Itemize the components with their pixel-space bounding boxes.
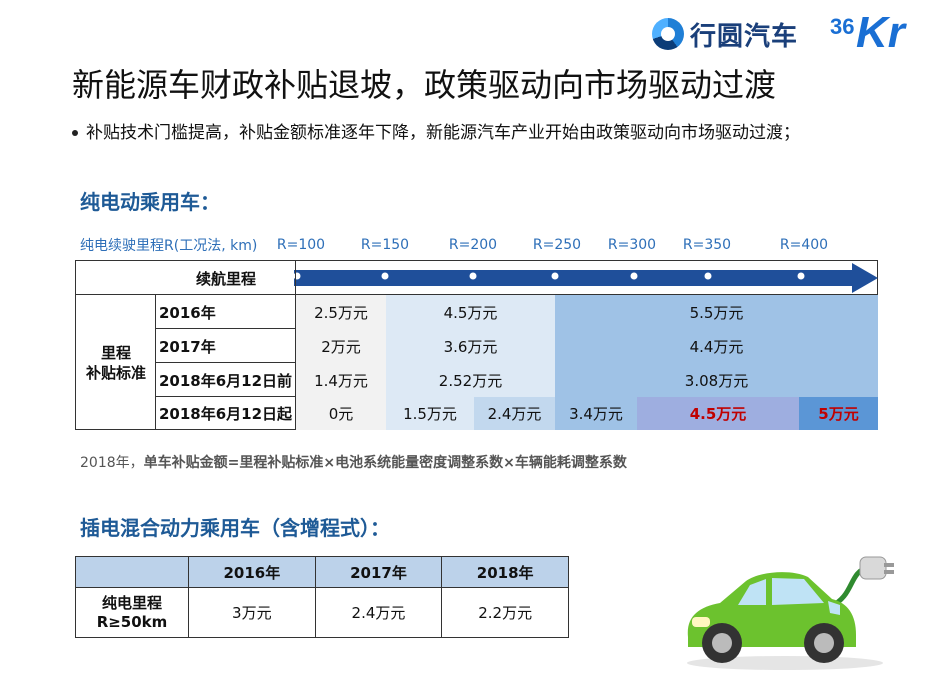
xingyuan-logo-icon	[652, 18, 684, 50]
range-tick-dot	[469, 272, 477, 280]
range-marker: R=200	[448, 237, 498, 253]
column-header: 2016年	[188, 556, 316, 588]
phev-value: 2.2万元	[441, 587, 569, 638]
row-label: 纯电里程 R≥50km	[75, 587, 189, 638]
bullet-point: 补贴技术门槛提高，补贴金额标准逐年下降，新能源汽车产业开始由政策驱动向市场驱动过…	[72, 118, 800, 143]
row-label-line-2: R≥50km	[96, 612, 168, 631]
subsidy-value: 2.4万元	[474, 397, 555, 430]
table-divider	[156, 328, 296, 329]
subsidy-value-highlight: 4.5万元	[637, 397, 799, 430]
36kr-logo: 36 Kr	[826, 8, 916, 58]
range-tick-dot	[630, 272, 638, 280]
subsidy-value: 3.4万元	[555, 397, 637, 430]
range-header-label: 续航里程	[195, 269, 256, 288]
subsidy-value: 2.5万元	[296, 295, 386, 329]
table-divider	[155, 295, 156, 430]
side-label-line-1: 里程	[100, 343, 131, 362]
year-label: 2018年6月12日起	[159, 405, 293, 423]
year-label: 2017年	[159, 337, 216, 356]
phev-value: 3万元	[188, 587, 316, 638]
xingyuan-logo: 行圆汽车	[652, 14, 802, 54]
phev-subsidy-table: 2016年 2017年 2018年 纯电里程 R≥50km 3万元 2.4万元 …	[75, 556, 569, 638]
range-marker: R=300	[607, 237, 657, 253]
36kr-logo-letters: Kr	[856, 8, 905, 57]
range-marker: R=150	[360, 237, 410, 253]
table-divider	[295, 261, 296, 430]
bullet-text: 补贴技术门槛提高，补贴金额标准逐年下降，新能源汽车产业开始由政策驱动向市场驱动过…	[86, 123, 800, 143]
year-label: 2016年	[159, 303, 216, 322]
range-marker: R=250	[532, 237, 582, 253]
range-marker: R=350	[682, 237, 732, 253]
range-marker: R=400	[779, 237, 829, 253]
range-arrow-shape	[294, 263, 878, 293]
range-tick-dot	[704, 272, 712, 280]
subsidy-value: 1.5万元	[386, 397, 474, 430]
subsidy-value: 0元	[296, 397, 386, 430]
year-label: 2018年6月12日前	[159, 371, 293, 390]
side-label-line-2: 补贴标准	[85, 363, 146, 382]
subsidy-value: 2万元	[296, 329, 386, 363]
mileage-subsidy-label: 里程 补贴标准	[76, 295, 156, 430]
subsidy-value-highlight: 5万元	[799, 397, 878, 430]
bev-heading: 纯电动乘用车：	[80, 190, 220, 214]
subsidy-value: 5.5万元	[555, 295, 878, 329]
range-tick-dot	[381, 272, 389, 280]
phev-value: 2.4万元	[314, 587, 443, 638]
subsidy-formula: 2018年，单车补贴金额=里程补贴标准×电池系统能量密度调整系数×车辆能耗调整系…	[80, 452, 627, 472]
table-divider	[76, 294, 877, 295]
subsidy-value: 1.4万元	[296, 363, 386, 397]
row-label-line-1: 纯电里程	[101, 593, 162, 612]
formula-prefix: 2018年，	[80, 455, 144, 471]
subsidy-value: 4.4万元	[555, 329, 878, 363]
xingyuan-logo-text: 行圆汽车	[690, 21, 799, 52]
column-header: 2018年	[441, 556, 569, 588]
bev-subsidy-table: 续航里程 里程 补贴标准 2016年 2017年 2018年6月12日前 201…	[75, 260, 878, 430]
range-axis-label: 纯电续驶里程R(工况法, km)	[80, 238, 258, 254]
phev-heading: 插电混合动力乘用车（含增程式）：	[80, 516, 390, 540]
electric-car-illustration	[687, 556, 894, 670]
range-tick-dot	[797, 272, 805, 280]
page-title: 新能源车财政补贴退坡，政策驱动向市场驱动过渡	[72, 66, 777, 104]
range-arrow	[294, 263, 878, 293]
table-corner	[75, 556, 189, 588]
range-tick-dot	[551, 272, 559, 280]
bullet-dot-icon	[72, 130, 78, 136]
column-header: 2017年	[314, 556, 443, 588]
subsidy-value: 3.08万元	[555, 363, 878, 397]
table-divider	[156, 362, 296, 363]
36kr-logo-number: 36	[830, 14, 855, 39]
formula-text: 单车补贴金额=里程补贴标准×电池系统能量密度调整系数×车辆能耗调整系数	[143, 455, 627, 471]
subsidy-value: 4.5万元	[386, 295, 555, 329]
table-divider	[156, 396, 296, 397]
subsidy-value: 3.6万元	[386, 329, 555, 363]
subsidy-value: 2.52万元	[386, 363, 555, 397]
range-marker: R=100	[276, 237, 326, 253]
